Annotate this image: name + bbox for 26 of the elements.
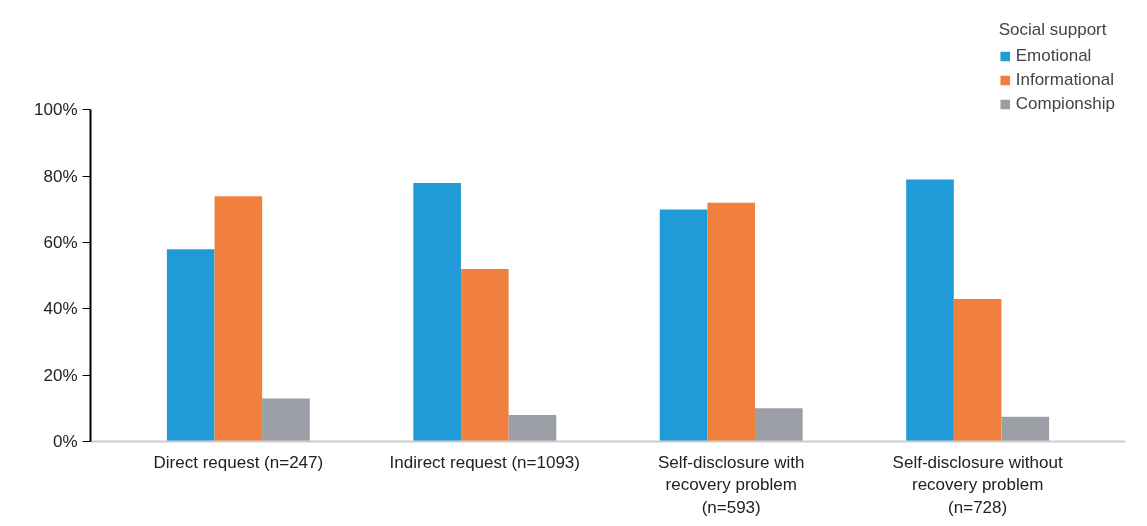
bar — [508, 414, 557, 442]
x-tick-label: Self-disclosure with recovery problem (n=593) — [657, 452, 805, 518]
legend-label: Emotional — [1015, 45, 1092, 67]
x-tick-label: Self-disclosure without recovery problem (n=728) — [892, 452, 1063, 518]
y-tick-label: 60% — [43, 233, 78, 253]
bar — [262, 398, 310, 442]
bar — [214, 196, 263, 442]
bar — [659, 209, 708, 442]
bar — [413, 182, 461, 442]
legend-title: Social support — [998, 20, 1108, 40]
bar — [166, 249, 215, 442]
bar — [906, 179, 954, 442]
y-tick-label: 0% — [52, 432, 78, 451]
y-tick-label: 80% — [43, 166, 78, 186]
legend-label: Compionship — [1015, 93, 1115, 115]
bar — [755, 408, 803, 442]
x-tick-label: Indirect request (n=1093) — [389, 452, 580, 472]
bar — [707, 202, 756, 442]
y-tick-label: 20% — [43, 365, 78, 385]
x-tick-label: Direct request (n=247) — [153, 452, 324, 472]
y-tick-label: 40% — [43, 299, 78, 319]
y-tick-label: 100% — [34, 100, 78, 120]
bar — [460, 269, 509, 442]
legend-label: Informational — [1015, 69, 1115, 91]
bar — [953, 298, 1002, 442]
bar — [1001, 416, 1050, 442]
